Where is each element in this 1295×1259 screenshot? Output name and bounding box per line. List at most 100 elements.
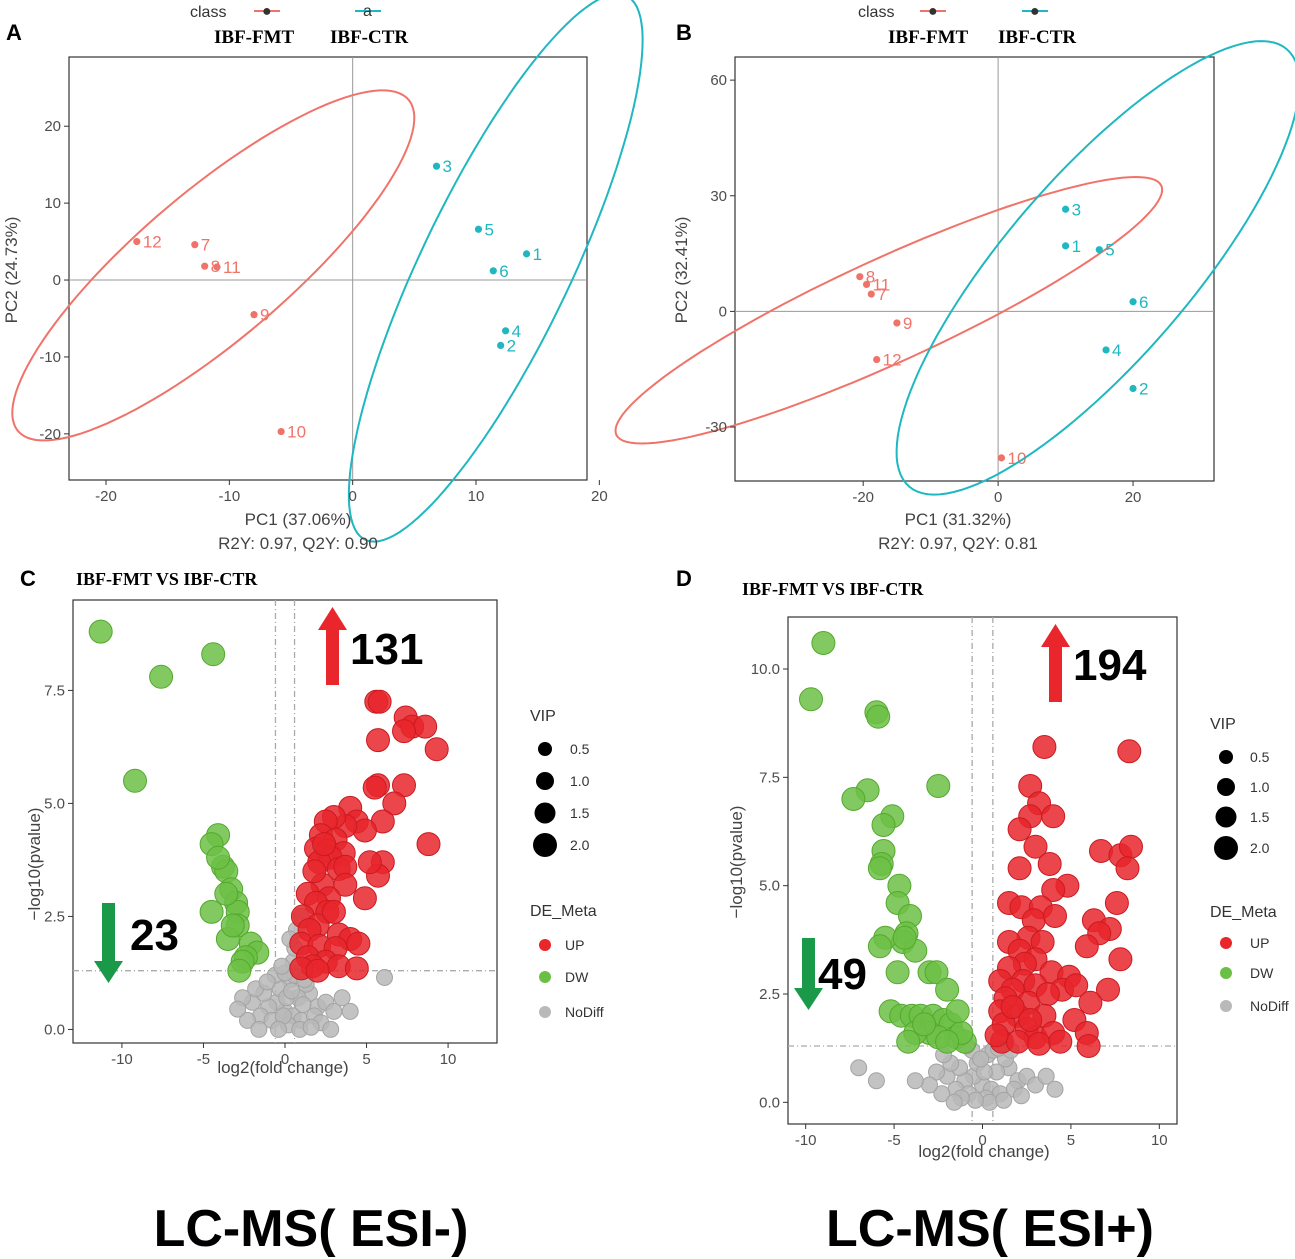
volcano-legend-c: VIP 0.5 1.0 1.5 2.0 DE_Meta UP DW NoDiff [530,708,604,1020]
sample-point-ibf-fmt [862,280,871,289]
metabolite-point-up [1023,834,1048,859]
sample-label-ibf-ctr: 4 [512,322,521,341]
legend-b-fmt-marker: ● [928,3,938,20]
sample-point-ibf-fmt [213,263,221,271]
metabolite-point-up [1041,804,1066,829]
sample-point-ibf-ctr [1129,384,1137,393]
metabolite-point-dw [799,687,823,712]
legend-c-nodiff-dot [539,1006,551,1018]
metabolite-point-dw [885,960,910,985]
metabolite-point-dw [214,881,239,906]
x-tick-label: -5 [887,1132,900,1149]
legend-d-vip-label-1: 0.5 [1250,749,1270,765]
sample-label-ibf-fmt: 11 [223,258,241,277]
sample-point-ibf-ctr [497,341,505,350]
metabolite-point-dw [871,813,896,837]
x-tick-label: -10 [111,1051,133,1068]
legend-d-vip-title: VIP [1210,716,1236,733]
metabolite-point-up [357,850,382,875]
x-tick-label: 5 [362,1051,370,1068]
legend-d-de-title: DE_Meta [1210,904,1277,921]
sample-label-ibf-ctr: 3 [443,157,452,176]
sample-point-ibf-ctr [1061,242,1070,250]
axis-b-xlabel: PC1 (31.32%) [905,510,1012,529]
metabolite-point-nodiff [1046,1080,1064,1098]
metabolite-point-up [362,775,387,800]
legend-c-nodiff-label: NoDiff [565,1004,604,1020]
metabolite-point-nodiff [341,1002,359,1020]
legend-c-dw-label: DW [565,969,589,985]
x-tick-label: 10 [440,1051,457,1068]
metabolite-point-up [302,859,327,884]
metabolite-point-up [366,728,390,753]
panel-label-c: C [20,566,36,591]
x-tick-label: 20 [1125,489,1142,506]
sample-point-ibf-fmt [250,311,258,319]
legend-c-vip-title: VIP [530,708,556,725]
legend-c-vip-dot-3 [534,802,556,824]
confidence-ellipse-ibf-ctr [347,0,644,543]
legend-c-up-label: UP [565,937,584,953]
up-count-c: 131 [350,625,423,674]
metabolite-point-dw [199,899,224,924]
down-arrow-d [794,938,823,1010]
x-tick-label: -5 [197,1051,210,1068]
legend-d-vip-dot-2 [1217,778,1235,796]
sample-point-ibf-ctr [1095,246,1103,254]
x-tick-label: 0 [281,1051,289,1068]
legend-c-vip-dot-2 [536,772,554,790]
metabolite-point-nodiff [283,982,300,1000]
metabolite-point-up [1000,995,1025,1019]
legend-c-de-title: DE_Meta [530,903,597,920]
metabolite-point-nodiff [1012,1087,1030,1105]
sample-label-ibf-ctr: 5 [1105,241,1114,260]
sample-label-ibf-fmt: 12 [883,351,902,370]
y-tick-label: 7.5 [44,682,65,699]
sample-point-ibf-ctr [1129,298,1137,306]
ticks-a: -20 -10 0 10 20 -20 -10 0 10 20 [39,118,607,505]
y-tick-label: 5.0 [759,878,780,895]
metabolite-point-up [1078,990,1103,1015]
metabolite-point-dw [811,631,836,655]
metabolite-point-up [344,956,369,981]
metabolite-point-up [1117,739,1142,764]
x-tick-label: -10 [218,488,240,505]
sample-point-ibf-ctr [1102,346,1110,354]
metabolite-point-dw [123,768,147,793]
y-tick-label: -10 [39,349,61,366]
metabolite-point-up [1032,735,1057,759]
metabolite-point-up [1108,947,1133,972]
legend-d-nodiff-label: NoDiff [1250,998,1289,1014]
sample-point-ibf-ctr [474,225,483,233]
sample-point-ibf-fmt [277,427,285,436]
metabolite-point-nodiff [270,1020,287,1038]
metabolite-point-up [1037,852,1062,876]
y-tick-label: 20 [44,118,61,135]
volcano-plot-c [73,600,497,1043]
metabolite-point-up [413,714,438,739]
metabolite-point-up [352,886,377,911]
sample-label-ibf-fmt: 12 [143,233,162,252]
sample-point-ibf-fmt [867,290,875,298]
x-tick-label: 10 [1151,1132,1168,1149]
legend-a-fmt-marker: ● [262,3,272,20]
metabolite-point-nodiff [850,1059,868,1077]
ticks-b: -20 0 20 -30 0 30 60 [705,72,1141,506]
metabolite-point-dw [892,925,917,950]
down-count-d: 49 [818,950,867,999]
plot-frame-b [734,56,1215,482]
sample-point-ibf-fmt [856,273,864,281]
ticks-d: -10 -5 0 5 10 0.0 2.5 5.0 7.5 10.0 [751,661,1168,1149]
panel-d-title: IBF-FMT VS IBF-CTR [742,579,924,599]
sample-point-ibf-fmt [133,237,141,246]
y-tick-label: 2.5 [759,986,780,1003]
y-tick-label: 2.5 [44,908,65,925]
confidence-ellipse-ibf-ctr [895,40,1295,496]
sample-point-ibf-fmt [191,241,199,249]
sample-label-ibf-fmt: 7 [877,285,886,304]
metabolite-point-nodiff [906,1072,924,1090]
metabolite-point-nodiff [995,1091,1013,1109]
legend-b-ctr-label: IBF-CTR [998,27,1076,48]
